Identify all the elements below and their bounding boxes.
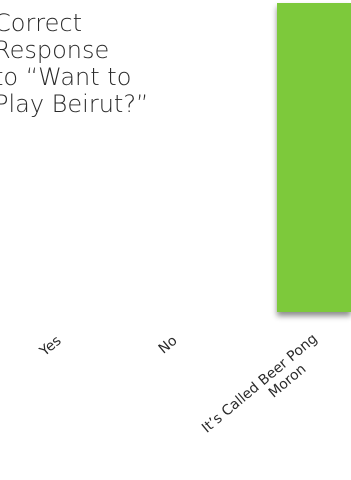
tick-label: Yes — [36, 333, 64, 360]
title-line: Correct — [0, 9, 83, 37]
tick-label: No — [156, 333, 181, 357]
title-line: to “Want to — [0, 63, 132, 91]
bar — [277, 3, 351, 312]
tick-label: It’s Called Beer PongMoron — [199, 331, 331, 449]
chart-title: Correct Response to “Want to Play Beirut… — [0, 10, 224, 118]
title-line: Play Beirut?” — [0, 90, 149, 118]
title-line: Response — [0, 36, 110, 64]
